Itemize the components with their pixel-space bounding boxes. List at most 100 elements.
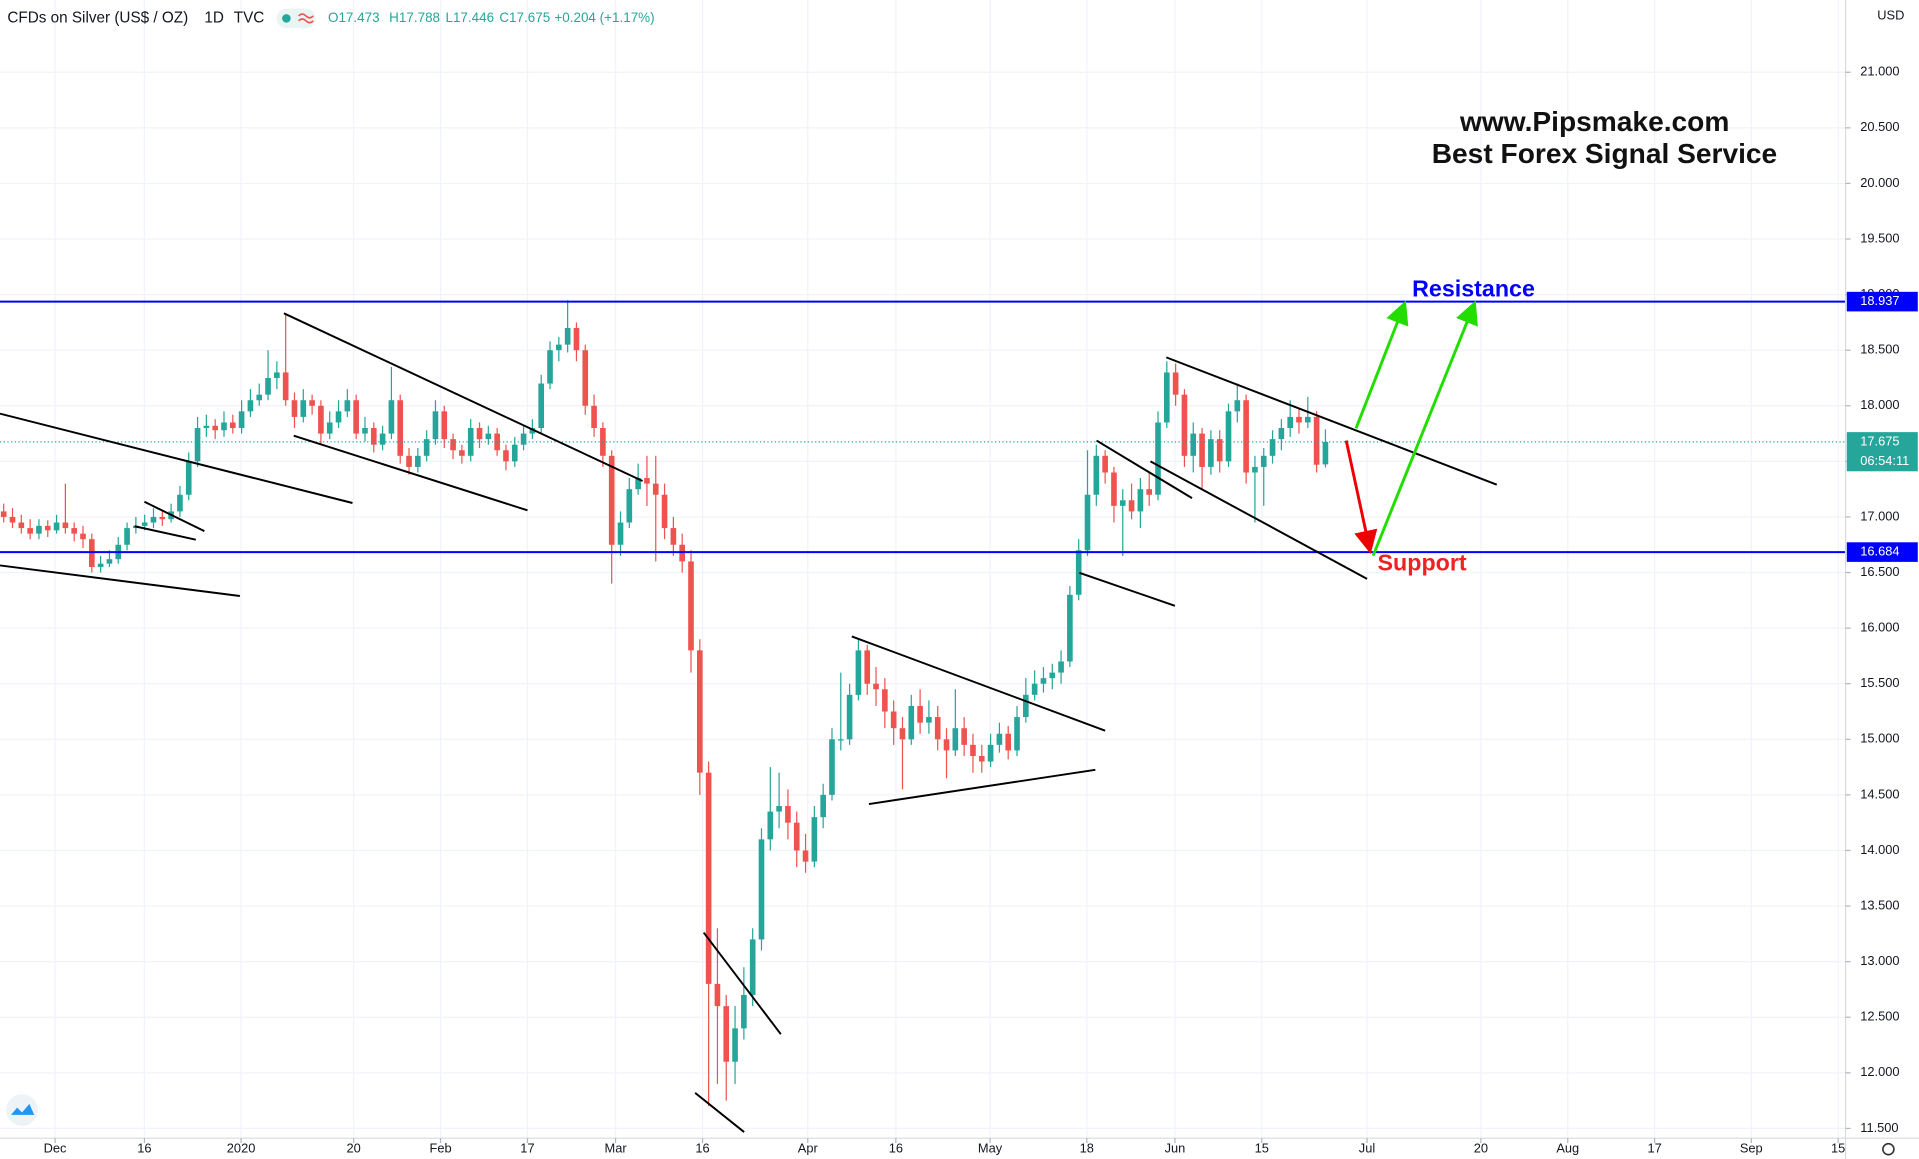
trendline — [0, 412, 353, 504]
x-tick-label: 15 — [1831, 1141, 1845, 1156]
candle-body — [44, 525, 51, 531]
candle-body — [785, 806, 791, 823]
status-icon — [298, 13, 314, 24]
trendline — [143, 500, 205, 533]
candle-body — [688, 561, 694, 651]
candle-body — [652, 483, 659, 495]
candle-body — [265, 377, 271, 395]
x-tick-label: 20 — [347, 1141, 361, 1156]
candle-body — [1023, 694, 1029, 718]
source: TVC — [234, 9, 265, 26]
candle-body — [1252, 466, 1258, 473]
candle-body — [952, 728, 959, 751]
candle-body — [318, 405, 324, 434]
candle-body — [635, 478, 641, 490]
candle-body — [1287, 416, 1293, 429]
quote-change: +0.204 (+1.17%) — [554, 10, 654, 25]
level-badge — [1846, 542, 1918, 562]
candle-body — [564, 327, 571, 345]
candle-body — [124, 528, 130, 545]
candle-body — [1128, 500, 1135, 512]
level-value: 16.684 — [1860, 543, 1899, 558]
candle-body — [379, 433, 386, 445]
candle-body — [837, 739, 844, 741]
quote-close: C17.675 — [499, 10, 550, 25]
candle-body — [80, 533, 86, 540]
x-tick-label: 20 — [1474, 1141, 1488, 1156]
candle-body — [1313, 416, 1320, 465]
y-tick-label: 15.500 — [1860, 675, 1899, 690]
x-tick-label: 17 — [1647, 1141, 1661, 1156]
y-tick-label: 14.000 — [1860, 842, 1899, 857]
candle-body — [1058, 661, 1064, 673]
candle-body — [899, 728, 906, 740]
symbol: CFDs on Silver (US$ / OZ) — [7, 9, 188, 26]
candle-body — [802, 850, 809, 862]
candle-body — [370, 428, 377, 445]
y-tick-label: 16.000 — [1860, 620, 1899, 635]
candle-body — [423, 439, 430, 456]
arrows — [1344, 300, 1478, 557]
y-tick-label: 12.000 — [1860, 1064, 1899, 1079]
settings-icon[interactable] — [1882, 1142, 1895, 1156]
x-tick-label: Jul — [1359, 1141, 1375, 1156]
candle-body — [282, 372, 289, 401]
logo[interactable] — [6, 1094, 38, 1126]
levels — [0, 300, 1846, 554]
y-tick-label: 12.500 — [1860, 1009, 1899, 1024]
candle-body — [1067, 594, 1073, 662]
candle-body — [1216, 439, 1223, 462]
candle-body — [326, 422, 333, 434]
x-tick-label: Jun — [1165, 1141, 1186, 1156]
candle-body — [388, 400, 395, 434]
y-tick-label: 14.500 — [1860, 786, 1899, 801]
candle-body — [1304, 416, 1311, 423]
candle-body — [1260, 455, 1267, 467]
candle-body — [776, 806, 782, 812]
candle-body — [573, 327, 580, 351]
candle-body — [203, 425, 210, 429]
candle-body — [1137, 489, 1144, 512]
candle-body — [855, 650, 862, 695]
trendline — [1079, 571, 1176, 607]
x-tick-label: Dec — [44, 1141, 67, 1156]
candle-body — [450, 439, 456, 451]
y-tick-label: 16.500 — [1860, 564, 1899, 579]
y-tick-label: 19.500 — [1860, 230, 1899, 245]
candle-body — [670, 528, 677, 545]
candle-body — [1102, 455, 1108, 473]
candle-body — [459, 450, 465, 456]
logo-icon — [11, 1103, 35, 1115]
candle-body — [793, 822, 800, 851]
candle-body — [71, 528, 78, 534]
status-badge[interactable] — [276, 8, 316, 29]
candle-body — [961, 728, 967, 745]
candle-body — [608, 455, 615, 545]
x-tick-label: Apr — [798, 1141, 819, 1156]
y-tick-label: 15.000 — [1860, 731, 1899, 746]
candle-body — [185, 461, 192, 495]
quote-low: L17.446 — [445, 10, 494, 25]
candle-body — [1075, 550, 1082, 595]
candle-body — [353, 400, 359, 434]
x-tick-label: Feb — [430, 1141, 452, 1156]
candle-body — [547, 350, 553, 384]
candle-body — [1199, 433, 1205, 467]
trendline — [702, 931, 782, 1035]
trendlines — [0, 312, 1498, 1133]
x-tick-label: Mar — [605, 1141, 628, 1156]
candle-body — [62, 522, 69, 529]
x-tick-label: 16 — [889, 1141, 903, 1156]
y-tick-label: 13.000 — [1860, 953, 1899, 968]
y-tick-label: 17.000 — [1860, 508, 1899, 523]
candle-body — [934, 717, 941, 740]
candle-body — [106, 559, 113, 564]
candle-body — [415, 455, 421, 467]
candle-body — [1296, 416, 1302, 423]
y-tick-label: 21.000 — [1860, 64, 1899, 79]
candle-body — [238, 411, 245, 429]
candle-body — [811, 817, 818, 862]
candle-body — [767, 811, 774, 840]
level-badge — [1846, 291, 1918, 312]
candle-body — [212, 425, 218, 431]
